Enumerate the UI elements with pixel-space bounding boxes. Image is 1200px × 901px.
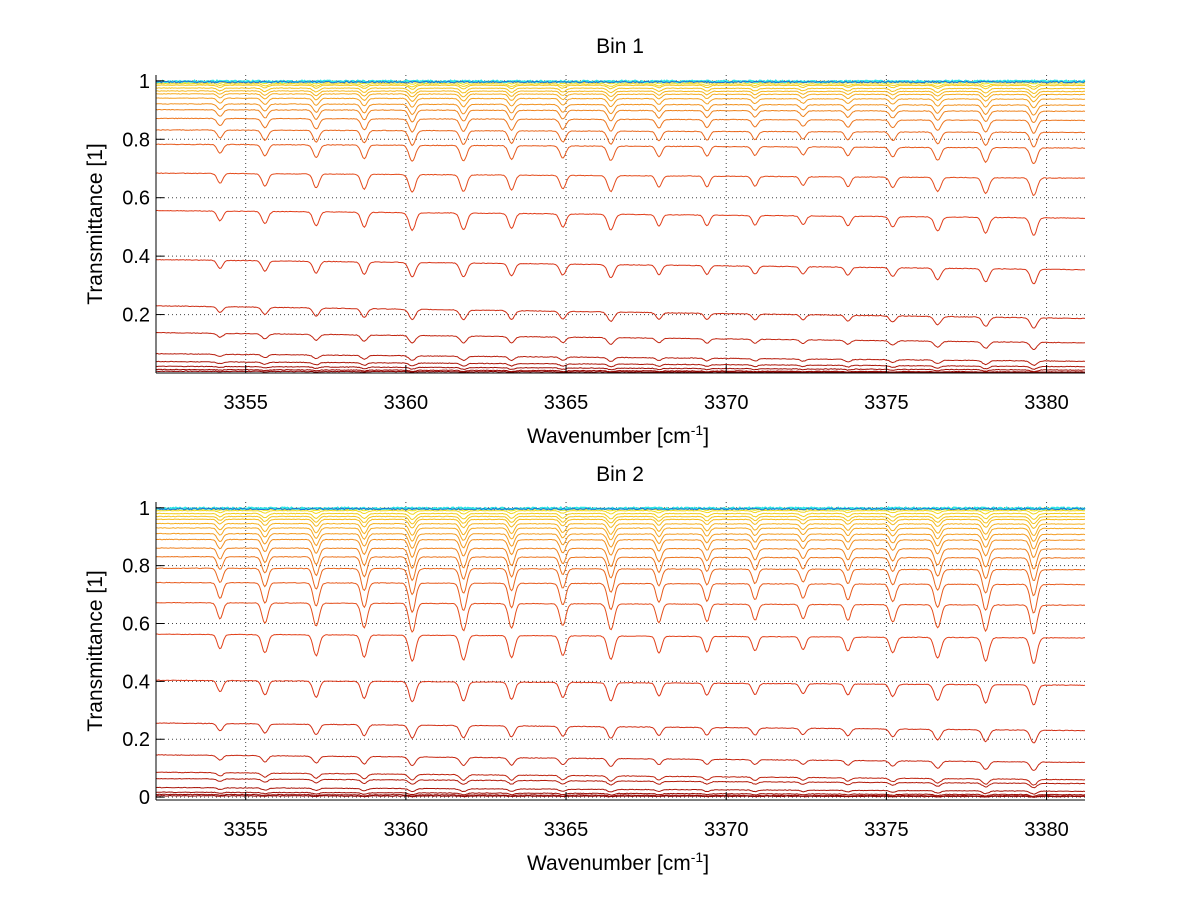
y-tick-label: 0.6 (122, 188, 150, 210)
spectrum-line (155, 771, 1086, 786)
spectrum-line (156, 97, 1086, 109)
chart-title: Bin 2 (596, 463, 644, 486)
spectrum-line (155, 512, 1086, 521)
spectrum-line (155, 84, 1085, 90)
spectrum-line (155, 518, 1086, 529)
y-tick-label: 0.4 (122, 671, 150, 693)
spectrum-line (155, 352, 1086, 366)
spectrum-line (155, 679, 1086, 706)
spectrum-line (155, 786, 1086, 795)
y-tick-label: 0.8 (122, 556, 150, 578)
spectrum-line (155, 108, 1086, 124)
spectrum-line (155, 93, 1086, 103)
y-tick-label: 0.6 (122, 614, 150, 636)
spectrum-line (155, 172, 1086, 197)
x-tick-label: 3380 (1024, 392, 1069, 414)
spectrum-line (155, 522, 1086, 536)
spectrum-line (156, 633, 1085, 664)
spectrum-line (155, 365, 1086, 373)
x-tick-label: 3360 (384, 392, 429, 414)
spectrum-line (155, 258, 1086, 285)
spectrum-line (155, 331, 1086, 351)
x-tick-label: 3355 (223, 819, 268, 841)
spectrum-line (155, 90, 1086, 98)
x-tick-label: 3370 (704, 392, 749, 414)
x-tick-labels: 3355 3360 3365 3370 3375 3380 (223, 365, 1069, 414)
spectrum-line (156, 117, 1086, 134)
spectrum-line (155, 794, 1085, 798)
x-tick-label: 3365 (544, 819, 589, 841)
x-tick-label: 3365 (544, 392, 589, 414)
y-tick-labels: 0 0.2 0.4 0.6 0.8 1 (122, 498, 164, 809)
spectrum-line (155, 143, 1086, 165)
spectrum-line (156, 368, 1085, 373)
y-tick-label: 0.4 (122, 246, 150, 268)
spectrum-line (155, 754, 1086, 771)
y-tick-label: 0.2 (122, 729, 150, 751)
spectrum-line (155, 527, 1085, 542)
x-tick-label: 3375 (864, 819, 909, 841)
spectrum-line (155, 103, 1085, 116)
spectrum-line (155, 209, 1085, 236)
spectra-series-group (155, 505, 1086, 798)
spectrum-line (156, 601, 1086, 635)
x-tick-label: 3370 (704, 819, 749, 841)
x-axis-label: Wavenumber [cm-1] (527, 422, 709, 448)
y-tick-label: 0 (139, 787, 150, 809)
spectrum-line (155, 87, 1086, 95)
spectrum-line (155, 567, 1086, 597)
x-tick-labels: 3355 3360 3365 3370 3375 3380 (223, 792, 1069, 841)
spectrum-line (155, 581, 1086, 614)
spectrum-line (155, 515, 1085, 525)
x-tick-label: 3360 (384, 819, 429, 841)
spectrum-line (155, 370, 1085, 373)
y-tick-label: 1 (139, 498, 150, 520)
axes-frame (155, 75, 1085, 374)
spectrum-line (155, 555, 1086, 582)
spectrum-line (155, 80, 1086, 84)
spectrum-line (155, 507, 1086, 511)
spectrum-line (156, 509, 1086, 515)
x-tick-label: 3355 (223, 392, 268, 414)
spectrum-line (155, 777, 1086, 789)
spectra-series-group (155, 79, 1086, 373)
x-axis-label: Wavenumber [cm-1] (527, 849, 709, 875)
y-axis-label: Transmittance [1] (84, 570, 107, 731)
spectrum-line (155, 791, 1086, 797)
subplot-bin-1: 3355 3360 3365 3370 3375 3380 0.2 0.4 0.6 0.8 1 B… (84, 35, 1086, 448)
y-tick-label: 0.8 (122, 129, 150, 151)
spectrum-line (156, 360, 1086, 370)
spectrum-line (156, 722, 1086, 744)
spectrum-line (155, 532, 1086, 550)
y-axis-label: Transmittance [1] (84, 143, 107, 304)
y-tick-label: 0.2 (122, 305, 150, 327)
y-tick-labels: 0.2 0.4 0.6 0.8 1 (122, 71, 164, 327)
subplot-bin-2: 3355 3360 3365 3370 3375 3380 00.20.40.60.81 … (84, 463, 1086, 875)
plot-area-background (156, 75, 1085, 373)
spectrum-line (155, 547, 1086, 570)
spectrum-line (155, 793, 1086, 798)
spectrum-line (155, 305, 1086, 329)
chart-title: Bin 1 (596, 35, 644, 58)
x-tick-label: 3380 (1024, 819, 1069, 841)
axes-frame (155, 502, 1085, 801)
x-tick-label: 3375 (864, 392, 909, 414)
plot-area-background (156, 502, 1085, 800)
spectrum-line (155, 538, 1086, 559)
spectrum-line (155, 82, 1086, 88)
y-tick-label: 1 (139, 71, 150, 93)
spectrum-line (155, 129, 1085, 148)
